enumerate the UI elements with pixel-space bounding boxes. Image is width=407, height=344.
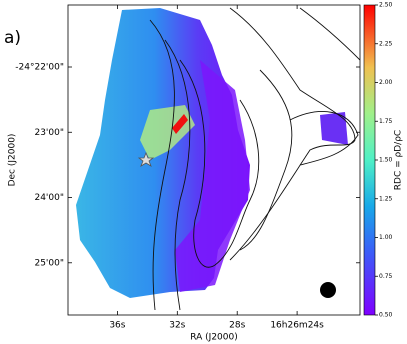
- contour: [289, 111, 359, 166]
- contour: [299, 7, 360, 61]
- contour: [229, 7, 356, 261]
- colorbar-tick-label: 1.25: [379, 195, 393, 202]
- star-marker: [137, 151, 155, 167]
- x-tick-label: 36s: [109, 321, 125, 331]
- panel-label: a): [4, 28, 21, 48]
- beam: [320, 282, 336, 298]
- colorbar-tick-label: 1.50: [379, 157, 393, 164]
- y-tick-label: -24°22'00": [15, 63, 64, 73]
- map: [76, 7, 360, 311]
- colorbar-tick-label: 0.75: [379, 273, 393, 280]
- y-axis-label: Dec (J2000): [8, 134, 18, 187]
- colorbar: [363, 4, 376, 316]
- x-tick-label: 16h26m24s: [270, 321, 324, 331]
- x-tick-label: 32s: [169, 321, 185, 331]
- contour: [239, 69, 293, 251]
- colorbar-tick-label: 2.00: [379, 79, 393, 86]
- y-tick-label: 24'00": [34, 193, 64, 203]
- x-axis-label: RA (J2000): [190, 333, 238, 343]
- colorbar-tick-label: 1.00: [379, 234, 393, 241]
- colorbar-tick-label: 2.25: [379, 40, 393, 47]
- map-patch: [320, 112, 348, 145]
- colorbar-tick-label: 2.50: [379, 2, 393, 9]
- colorbar-tick-label: 0.50: [379, 312, 393, 319]
- x-tick-label: 28s: [229, 321, 245, 331]
- colorbar-tick-label: 1.75: [379, 118, 393, 125]
- map-peak: [172, 114, 188, 134]
- contour: [164, 39, 191, 311]
- colorbar-label: RDC = ρD/ρC: [394, 130, 404, 190]
- y-tick-label: 25'00": [34, 258, 64, 268]
- contour: [179, 59, 260, 268]
- plot-frame: [67, 4, 361, 316]
- y-tick-label: 23'00": [34, 128, 64, 138]
- contour: [149, 19, 175, 311]
